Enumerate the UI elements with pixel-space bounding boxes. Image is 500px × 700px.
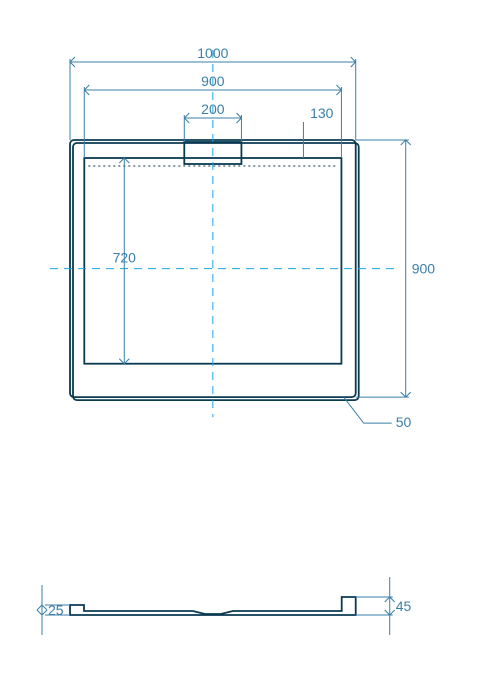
dim-label: 25	[48, 602, 64, 618]
tray-shadow	[73, 143, 359, 400]
dim-label: 50	[396, 414, 412, 430]
dim-label: 130	[310, 105, 334, 121]
dim-label: 900	[201, 73, 225, 89]
tray-profile	[70, 597, 356, 615]
dim-label: 200	[201, 101, 225, 117]
dim-label: 1000	[197, 45, 228, 61]
dim-label: 45	[396, 598, 412, 614]
dim-label: 900	[412, 261, 436, 277]
